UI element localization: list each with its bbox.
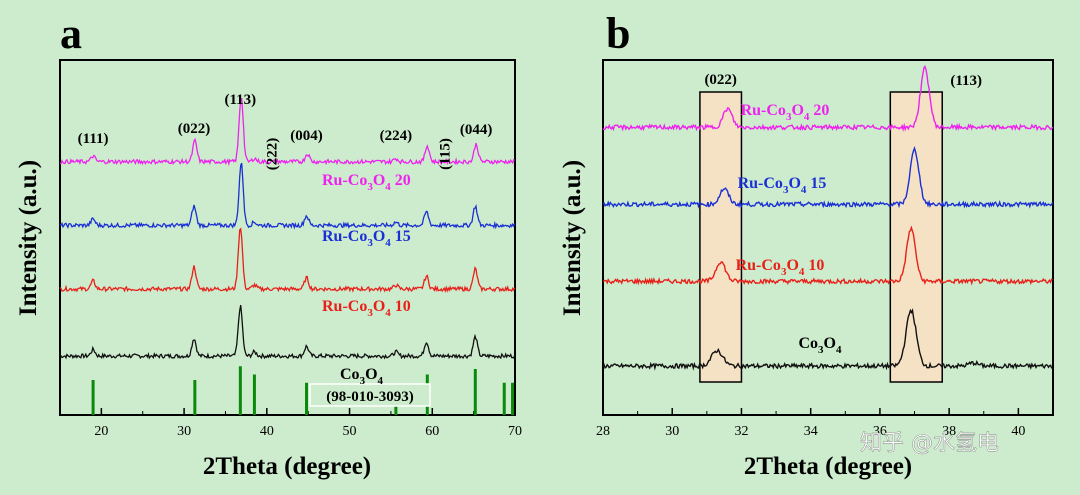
- reference-label: (98-010-3093): [326, 389, 413, 405]
- panel-a: a 20 30 40 50 60 70 (98-010-3093) Co3O4 Ru-Co3…: [15, 9, 522, 480]
- peak-label: (004): [290, 128, 323, 144]
- panel-b-xlabel: 2Theta (degree): [744, 453, 912, 480]
- panel-a-ylabel: Intensity (a.u.): [15, 160, 42, 316]
- panel-b: b (022) (113) 28 30 32 34 36 38 40 Co3O4 Ru-Co3O…: [559, 9, 1054, 480]
- x-tick-label: 28: [596, 424, 610, 439]
- peak-label: (115): [437, 138, 453, 170]
- peak-label: (222): [264, 138, 280, 171]
- panel-a-frame: [59, 59, 516, 416]
- highlight-box: [699, 91, 743, 383]
- watermark-text: 知乎 @水氢电: [860, 431, 999, 456]
- peak-label: (022): [178, 121, 211, 137]
- x-tick-label: 40: [1011, 424, 1025, 439]
- x-tick-label: 32: [734, 424, 748, 439]
- x-tick-label: 40: [260, 424, 274, 439]
- series-label: Ru-Co3O4 15: [738, 175, 827, 196]
- x-tick-label: 34: [804, 424, 818, 439]
- x-tick-label: 20: [94, 424, 108, 439]
- series-line-magenta: [59, 97, 515, 167]
- panel-b-label: b: [606, 9, 630, 58]
- peak-label: (044): [460, 122, 493, 138]
- x-tick-label: 60: [425, 424, 439, 439]
- panel-b-frame: [602, 59, 1054, 416]
- panel-b-ylabel: Intensity (a.u.): [559, 160, 586, 316]
- series-line-blue: [602, 145, 1054, 209]
- x-tick-label: 30: [665, 424, 679, 439]
- series-line-red: [602, 225, 1053, 286]
- series-line-red: [59, 227, 516, 293]
- series-line-magenta: [602, 65, 1054, 132]
- x-tick-label: 50: [343, 424, 357, 439]
- reference-label-box: [309, 383, 431, 407]
- series-label: Ru-Co3O4 15: [322, 228, 411, 249]
- x-tick-label: 36: [873, 424, 887, 439]
- series-label: Ru-Co3O4 10: [736, 257, 825, 278]
- series-label: Co3O4: [340, 366, 384, 387]
- series-label: Co3O4: [798, 335, 842, 356]
- peak-label: (111): [78, 131, 109, 147]
- x-tick-label: 30: [177, 424, 191, 439]
- series-line-black: [602, 308, 1053, 371]
- x-tick-label: 38: [942, 424, 956, 439]
- highlight-box-label: (022): [704, 72, 737, 88]
- peak-label: (224): [380, 128, 413, 144]
- series-label: Ru-Co3O4 10: [322, 298, 411, 319]
- x-tick-label: 70: [508, 424, 522, 439]
- highlight-box: [889, 91, 943, 383]
- peak-label: (113): [225, 92, 257, 108]
- panel-a-xlabel: 2Theta (degree): [203, 453, 371, 480]
- series-label: Ru-Co3O4 20: [322, 172, 411, 193]
- series-line-black: [59, 304, 516, 360]
- series-label: Ru-Co3O4 20: [741, 102, 830, 123]
- highlight-box-label: (113): [950, 73, 982, 89]
- panel-a-label: a: [60, 9, 82, 58]
- series-line-blue: [59, 162, 516, 230]
